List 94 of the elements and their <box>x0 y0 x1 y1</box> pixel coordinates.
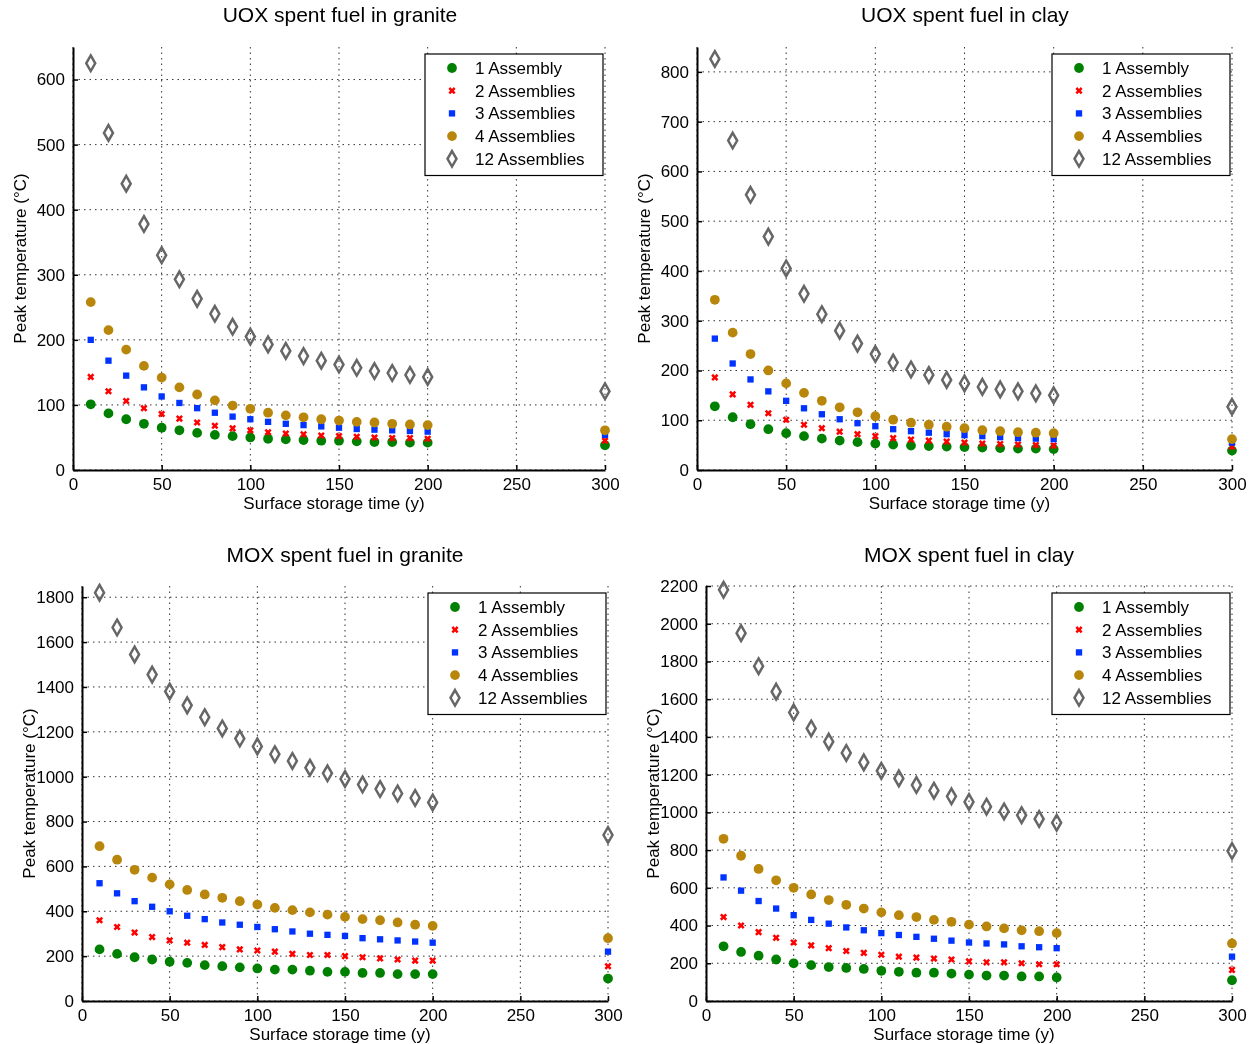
legend-label: 4 Assemblies <box>1102 127 1203 147</box>
chart-title: MOX spent fuel in clay <box>863 543 1075 566</box>
y-tick-label: 1400 <box>36 677 74 697</box>
y-tick-label: 400 <box>45 902 74 922</box>
x-tick-label: 100 <box>243 1006 273 1026</box>
legend-label: 1 Assembly <box>1102 59 1190 78</box>
y-tick-label: 500 <box>660 212 689 232</box>
x-tick-label: 200 <box>1042 1006 1072 1026</box>
x-tick-label: 250 <box>506 1006 536 1026</box>
legend-label: 12 Assemblies <box>1102 149 1212 169</box>
y-tick-label: 2000 <box>660 614 698 634</box>
y-tick-label: 0 <box>55 460 65 480</box>
y-tick-label: 100 <box>660 411 689 431</box>
legend-label: 4 Assemblies <box>475 127 576 147</box>
y-tick-label: 0 <box>679 460 689 480</box>
x-tick-label: 0 <box>77 1006 88 1026</box>
x-tick-label: 300 <box>1218 1006 1247 1026</box>
y-tick-label: 0 <box>64 991 74 1011</box>
y-tick-label: 1200 <box>660 765 698 785</box>
legend-label: 3 Assemblies <box>1102 104 1203 124</box>
y-tick-label: 200 <box>669 954 698 974</box>
x-tick-label: 50 <box>152 475 172 495</box>
x-tick-label: 250 <box>502 475 532 495</box>
x-tick-label: 150 <box>325 475 354 495</box>
x-tick-label: 100 <box>236 475 266 495</box>
x-tick-label: 150 <box>331 1006 360 1026</box>
x-tick-label: 150 <box>950 475 980 495</box>
y-axis-title: Peak temperature (°C) <box>11 173 30 344</box>
legend-label: 2 Assemblies <box>1102 81 1203 101</box>
chart-title: MOX spent fuel in granite <box>226 543 464 566</box>
y-tick-label: 700 <box>660 112 689 132</box>
legend-label: 12 Assemblies <box>475 149 585 169</box>
y-tick-label: 600 <box>669 878 698 898</box>
y-tick-label: 1000 <box>36 767 74 787</box>
y-tick-label: 1800 <box>660 652 698 672</box>
legend-label: 2 Assemblies <box>1102 620 1203 640</box>
x-tick-label: 200 <box>418 1006 448 1026</box>
y-tick-label: 800 <box>45 812 74 832</box>
y-tick-label: 300 <box>660 311 689 331</box>
y-tick-label: 100 <box>36 395 65 415</box>
x-axis-title: Surface storage time (y) <box>243 494 425 513</box>
y-tick-label: 500 <box>36 135 65 155</box>
y-tick-label: 400 <box>660 261 689 281</box>
y-tick-label: 2200 <box>660 576 698 596</box>
x-tick-label: 50 <box>777 475 797 495</box>
legend-label: 2 Assemblies <box>478 620 579 640</box>
legend-label: 12 Assemblies <box>478 688 588 708</box>
x-axis-title: Surface storage time (y) <box>873 1025 1055 1044</box>
legend-label: 1 Assembly <box>1102 598 1190 617</box>
legend-label: 2 Assemblies <box>475 81 576 101</box>
y-tick-label: 1800 <box>36 588 74 608</box>
y-tick-label: 400 <box>36 200 65 220</box>
x-tick-label: 250 <box>1130 1006 1160 1026</box>
x-axis-title: Surface storage time (y) <box>249 1025 431 1044</box>
x-tick-label: 200 <box>1039 475 1069 495</box>
legend-label: 4 Assemblies <box>1102 666 1203 686</box>
y-tick-label: 200 <box>36 330 65 350</box>
legend-label: 12 Assemblies <box>1102 688 1212 708</box>
y-axis-title: Peak temperature (°C) <box>20 708 39 879</box>
x-tick-label: 50 <box>784 1006 804 1026</box>
x-tick-label: 200 <box>413 475 443 495</box>
x-tick-label: 300 <box>591 475 620 495</box>
y-tick-label: 0 <box>688 991 698 1011</box>
y-tick-label: 600 <box>660 162 689 182</box>
x-tick-label: 100 <box>861 475 891 495</box>
legend-label: 3 Assemblies <box>1102 643 1203 663</box>
legend-label: 3 Assemblies <box>475 104 576 124</box>
chart-title: UOX spent fuel in granite <box>222 3 458 26</box>
y-tick-label: 200 <box>45 947 74 967</box>
y-tick-label: 200 <box>660 361 689 381</box>
legend-label: 1 Assembly <box>475 59 563 78</box>
y-tick-label: 1200 <box>36 722 74 742</box>
y-tick-label: 600 <box>45 857 74 877</box>
legend-label: 4 Assemblies <box>478 666 579 686</box>
x-tick-label: 0 <box>701 1006 712 1026</box>
chart-title: UOX spent fuel in clay <box>861 3 1070 26</box>
x-tick-label: 150 <box>955 1006 984 1026</box>
x-tick-label: 250 <box>1129 475 1158 495</box>
y-tick-label: 1400 <box>660 727 698 747</box>
y-tick-label: 400 <box>669 916 698 936</box>
x-axis-title: Surface storage time (y) <box>868 494 1051 513</box>
y-tick-label: 600 <box>36 70 65 90</box>
y-tick-label: 300 <box>36 265 65 285</box>
legend-label: 3 Assemblies <box>478 643 579 663</box>
y-tick-label: 1600 <box>660 690 698 710</box>
y-axis-title: Peak temperature (°C) <box>635 173 654 344</box>
x-tick-label: 300 <box>594 1006 623 1026</box>
y-tick-label: 800 <box>669 841 698 861</box>
x-tick-label: 50 <box>160 1006 180 1026</box>
x-tick-label: 100 <box>867 1006 897 1026</box>
y-tick-label: 800 <box>660 62 689 82</box>
x-tick-label: 300 <box>1218 475 1247 495</box>
y-tick-label: 1600 <box>36 633 74 653</box>
legend-label: 1 Assembly <box>478 598 566 617</box>
